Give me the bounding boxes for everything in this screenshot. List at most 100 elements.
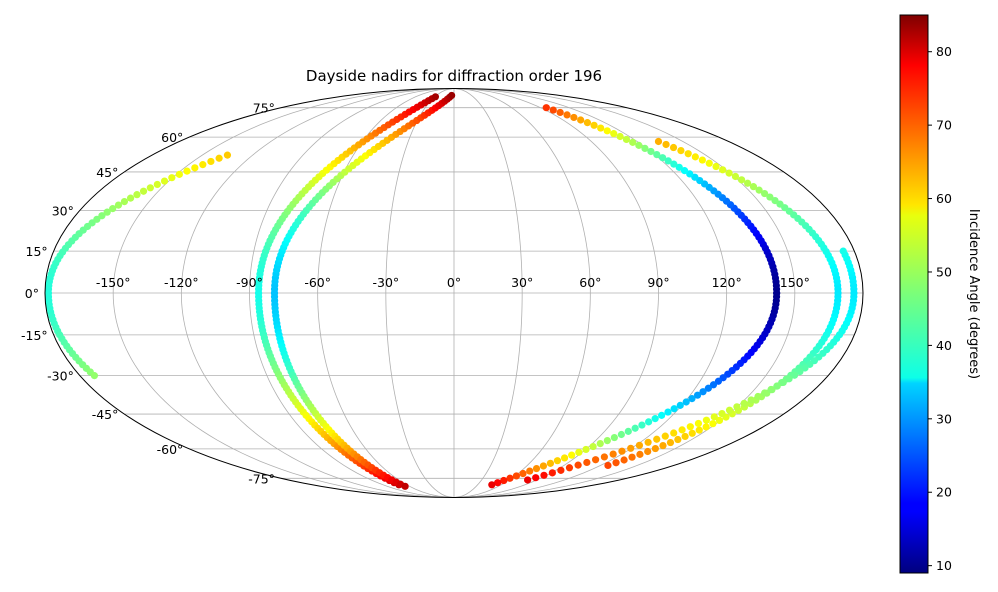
data-point <box>691 173 699 181</box>
data-point <box>653 150 661 159</box>
data-point <box>645 418 653 426</box>
longitude-tick-labels: -150° -120° -90° -60° -30° 0° 30° 60° 90° 120° 150… <box>96 275 810 290</box>
data-point <box>636 450 644 458</box>
data-point <box>718 409 726 418</box>
data-point <box>160 177 169 185</box>
data-point <box>596 439 604 448</box>
data-point <box>583 458 591 467</box>
data-point <box>175 170 183 178</box>
colorbar-tick-label: 80 <box>936 44 952 59</box>
data-point <box>767 385 775 394</box>
latitude-label: 15° <box>26 244 48 259</box>
data-point <box>670 160 678 168</box>
data-point <box>755 186 763 194</box>
data-point <box>733 403 741 411</box>
data-point <box>705 159 713 167</box>
data-point <box>542 104 550 112</box>
data-point <box>801 364 809 372</box>
data-point <box>603 127 611 135</box>
data-point <box>658 154 667 162</box>
latitude-label: 60° <box>161 130 183 145</box>
chart-title: Dayside nadirs for diffraction order 196 <box>306 67 602 85</box>
data-point <box>651 415 659 423</box>
data-point <box>631 424 639 432</box>
data-point <box>635 441 644 449</box>
data-point <box>109 205 117 213</box>
colorbar-gradient <box>899 14 929 574</box>
data-point <box>688 429 696 437</box>
data-point <box>622 135 631 144</box>
data-point <box>664 157 672 165</box>
latitude-label: -75° <box>248 471 275 486</box>
data-point <box>574 461 582 469</box>
data-point <box>526 467 534 475</box>
data-point <box>153 180 161 189</box>
longitude-label: 90° <box>647 275 669 290</box>
data-point <box>577 116 585 124</box>
data-point <box>592 456 600 464</box>
data-point <box>669 143 678 152</box>
data-point <box>704 384 712 392</box>
grid-meridian <box>453 88 796 498</box>
data-point <box>725 169 733 177</box>
data-point <box>681 432 689 441</box>
longitude-label: 150° <box>780 275 810 290</box>
data-point <box>771 196 779 205</box>
data-point <box>494 479 502 487</box>
longitude-label: -30° <box>372 275 399 290</box>
data-point <box>677 147 685 155</box>
latitude-label: 30° <box>52 203 74 218</box>
data-point <box>644 438 652 446</box>
latitude-label: 45° <box>96 165 118 180</box>
data-point <box>654 137 663 146</box>
data-point <box>674 435 682 444</box>
data-point <box>617 430 625 439</box>
data-point <box>638 421 646 429</box>
colorbar-ticks: 10 20 30 40 50 60 70 80 <box>928 44 952 573</box>
data-point <box>401 482 409 490</box>
data-point <box>682 398 690 406</box>
data-point <box>604 461 612 470</box>
data-point <box>609 450 617 458</box>
data-point <box>616 132 624 141</box>
data-point <box>90 372 99 380</box>
data-point <box>658 411 666 419</box>
data-point <box>600 453 608 461</box>
data-point <box>702 416 711 424</box>
data-point <box>610 433 618 442</box>
data-point <box>133 191 141 199</box>
latitude-label: -45° <box>92 407 119 422</box>
data-point <box>749 183 758 191</box>
data-point <box>549 106 557 114</box>
data-point <box>620 456 628 464</box>
data-point <box>512 472 521 480</box>
data-point <box>644 447 652 456</box>
colorbar-tick-label: 50 <box>936 264 952 279</box>
data-point <box>120 198 129 206</box>
data-point <box>612 459 620 467</box>
data-point <box>698 156 706 164</box>
data-point <box>839 247 847 255</box>
grid-meridian <box>385 88 455 498</box>
longitude-label: 0° <box>447 275 461 290</box>
data-point <box>627 444 635 452</box>
longitude-label: -120° <box>164 275 199 290</box>
data-point <box>641 144 649 153</box>
data-point <box>680 167 689 175</box>
data-point <box>712 162 720 171</box>
longitude-label: -90° <box>236 275 263 290</box>
data-point <box>676 401 684 409</box>
data-point <box>693 391 702 399</box>
data-point <box>694 419 703 428</box>
data-point <box>773 382 781 390</box>
data-point <box>557 466 565 474</box>
data-point <box>664 408 672 416</box>
grid-meridian <box>180 88 455 498</box>
data-point <box>670 429 678 437</box>
data-point <box>688 395 696 403</box>
data-point <box>725 406 734 414</box>
data-point <box>126 194 135 202</box>
colorbar-tick-label: 60 <box>936 191 952 206</box>
data-point <box>719 166 727 174</box>
data-point <box>500 476 508 485</box>
